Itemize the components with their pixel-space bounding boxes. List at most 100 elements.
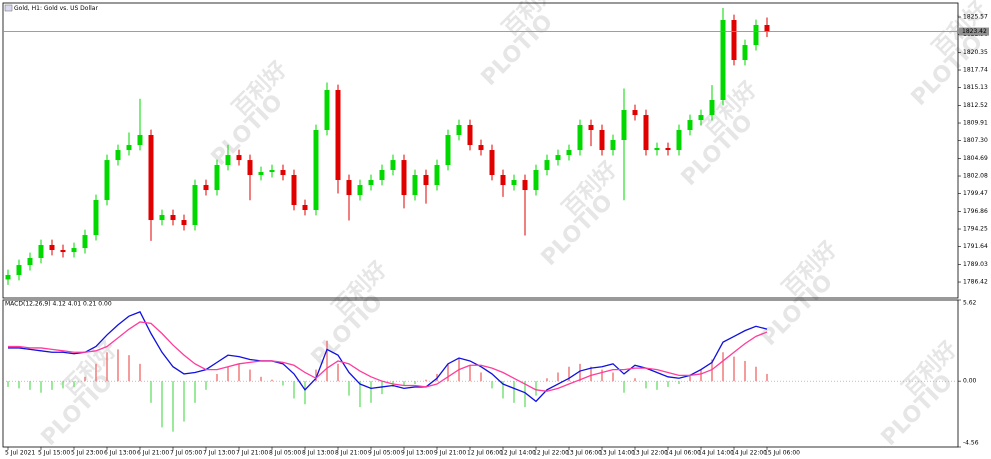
macd-line xyxy=(8,321,768,392)
y-tick-label: 5.62 xyxy=(963,300,977,307)
x-tick-label: 12 Jul 14:00 xyxy=(500,450,536,457)
candle-body xyxy=(16,265,22,275)
candle-body xyxy=(665,147,671,151)
candle-body xyxy=(434,164,440,186)
macd-panel xyxy=(2,299,959,448)
candle-body xyxy=(291,175,297,205)
candle-body xyxy=(522,180,528,191)
candle-body xyxy=(38,244,44,258)
candle-body xyxy=(214,164,220,191)
candle-body xyxy=(302,204,308,211)
candle-body xyxy=(280,169,286,176)
y-tick-label: 1812.52 xyxy=(963,102,988,109)
y-tick-label: 1807.30 xyxy=(963,137,988,144)
x-tick-label: 13 Jul 22:00 xyxy=(632,450,668,457)
x-tick-label: 13 Jul 06:00 xyxy=(566,450,602,457)
candle-body xyxy=(203,185,209,191)
candle-body xyxy=(687,120,693,130)
candle-body xyxy=(137,134,143,146)
chart-title: Gold, H1: Gold vs. US Dollar xyxy=(14,5,98,12)
candle-body xyxy=(577,124,583,151)
x-tick-label: 8 Jul 05:00 xyxy=(269,450,301,457)
candle-body xyxy=(588,124,594,130)
candle-body xyxy=(5,274,11,280)
y-tick-label: 1815.13 xyxy=(963,84,988,91)
candle-body xyxy=(731,19,737,60)
candle-body xyxy=(423,175,429,186)
x-tick-label: 6 Jul 13:00 xyxy=(104,450,136,457)
x-tick-label: 12 Jul 06:00 xyxy=(467,450,503,457)
x-tick-label: 5 Jul 23:00 xyxy=(71,450,103,457)
x-tick-label: 14 Jul 06:00 xyxy=(665,450,701,457)
y-tick-label: 1789.03 xyxy=(963,261,988,268)
x-tick-label: 5 Jul 15:00 xyxy=(38,450,70,457)
candle-body xyxy=(489,150,495,176)
candle-body xyxy=(104,160,110,200)
y-tick-label: 1791.64 xyxy=(963,243,988,250)
candle-body xyxy=(269,169,275,173)
candle-body xyxy=(764,24,770,32)
x-tick-label: 7 Jul 05:00 xyxy=(170,450,202,457)
candle-body xyxy=(82,235,88,249)
candle-body xyxy=(544,160,550,170)
indicator-title: MACD(12,26,9) 4.12 4.01 0.21 0.00 xyxy=(5,301,112,308)
candle-body xyxy=(676,129,682,151)
candle-body xyxy=(258,172,264,176)
current-price-box xyxy=(959,27,989,36)
x-tick-label: 9 Jul 13:00 xyxy=(401,450,433,457)
y-tick-label: 0.00 xyxy=(963,378,977,385)
candle-body xyxy=(533,169,539,191)
x-tick-label: 13 Jul 14:00 xyxy=(599,450,635,457)
y-tick-label: 1817.74 xyxy=(963,67,988,74)
candle-body xyxy=(324,89,330,130)
candle-body xyxy=(192,185,198,226)
candle-body xyxy=(71,248,77,253)
candle-body xyxy=(467,124,473,146)
y-tick-label: 1799.47 xyxy=(963,190,988,197)
candle-body xyxy=(27,257,33,266)
macd-line xyxy=(8,311,768,403)
candle-body xyxy=(357,185,363,196)
candle-body xyxy=(126,145,132,151)
candle-body xyxy=(115,150,121,161)
y-tick-label: 1786.42 xyxy=(963,279,988,286)
candle-body xyxy=(60,250,66,253)
candle-body xyxy=(511,180,517,186)
candle-body xyxy=(346,180,352,196)
candle-body xyxy=(610,140,616,151)
candle-body xyxy=(181,220,187,226)
x-tick-label: 6 Jul 21:00 xyxy=(137,450,169,457)
candle-body xyxy=(247,160,253,176)
candle-body xyxy=(379,169,385,181)
candle-body xyxy=(698,115,704,121)
x-tick-label: 12 Jul 22:00 xyxy=(533,450,569,457)
y-tick-label: 1802.08 xyxy=(963,173,988,180)
x-tick-label: 9 Jul 05:00 xyxy=(368,450,400,457)
candle-body xyxy=(368,180,374,186)
x-tick-label: 9 Jul 21:00 xyxy=(434,450,466,457)
candle-body xyxy=(49,244,55,251)
candle-body xyxy=(621,110,627,141)
candle-body xyxy=(478,145,484,151)
x-tick-label: 7 Jul 13:00 xyxy=(203,450,235,457)
candle-body xyxy=(654,147,660,151)
y-tick-label: 1794.25 xyxy=(963,226,988,233)
x-tick-label: 7 Jul 21:00 xyxy=(236,450,268,457)
candle-body xyxy=(170,215,176,221)
candle-body xyxy=(643,115,649,151)
y-tick-label: 1809.91 xyxy=(963,120,988,127)
x-tick-label: 15 Jul 06:00 xyxy=(764,450,800,457)
x-tick-label: 8 Jul 13:00 xyxy=(302,450,334,457)
y-tick-label: 1796.86 xyxy=(963,208,988,215)
x-tick-label: 14 Jul 14:00 xyxy=(698,450,734,457)
candle-body xyxy=(742,45,748,60)
x-tick-label: 8 Jul 21:00 xyxy=(335,450,367,457)
candle-body xyxy=(555,155,561,161)
y-tick-label: 1825.57 xyxy=(963,14,988,21)
candle-body xyxy=(159,215,165,221)
current-price-label: 1823.42 xyxy=(962,28,987,35)
candle-body xyxy=(412,175,418,196)
candle-body xyxy=(225,155,231,165)
candle-body xyxy=(500,175,506,186)
